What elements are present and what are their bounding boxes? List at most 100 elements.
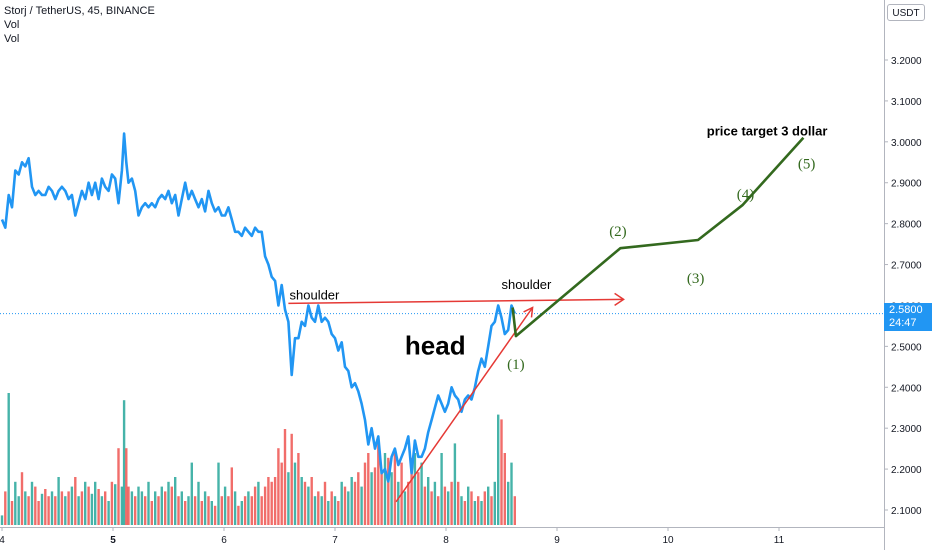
volume-bar [230, 467, 233, 525]
currency-button[interactable]: USDT [887, 4, 925, 21]
volume-bar [87, 486, 90, 525]
volume-bar [127, 486, 130, 525]
volume-bar [4, 491, 7, 525]
volume-bar [64, 496, 67, 525]
volume-bar [247, 491, 250, 525]
volume-bar [373, 467, 377, 525]
volume-bar [387, 457, 390, 525]
volume-bar [433, 481, 437, 525]
volume-bar [37, 501, 40, 525]
volume-bar [122, 400, 126, 525]
volume-bar [220, 496, 223, 525]
time-tick-label: 11 [774, 535, 785, 546]
symbol-title[interactable]: Storj / TetherUS, 45, BINANCE [4, 5, 155, 17]
volume-bar [487, 486, 490, 525]
annotation-label: shoulder [290, 287, 341, 302]
volume-bar [174, 477, 177, 525]
volume-bar [513, 496, 516, 525]
volume-bar [117, 448, 120, 525]
volume-bar [104, 491, 107, 525]
volume-bar [90, 493, 94, 525]
volume-bar [164, 491, 167, 525]
projection-path [511, 136, 805, 338]
volume-bar [467, 486, 470, 525]
volume-bar [160, 486, 163, 525]
volume-bar [70, 486, 74, 525]
volume-bar [290, 433, 293, 525]
volume-bar [213, 505, 217, 525]
volume-bar [184, 501, 187, 525]
volume-bar [110, 481, 114, 525]
volume-bar [44, 489, 47, 525]
volume-indicator-2[interactable]: Vol [4, 33, 20, 45]
volume-bar [397, 481, 400, 525]
volume-bar [327, 501, 330, 525]
price-tick-label: 2.8000 [891, 220, 922, 231]
volume-bar [277, 448, 280, 525]
volume-bar [303, 481, 307, 525]
volume-bar [310, 477, 313, 525]
volume-bar [357, 472, 360, 525]
volume-bar [453, 443, 457, 525]
volume-bar [440, 453, 443, 525]
volume-bar [200, 501, 203, 525]
volume-bar [500, 419, 503, 525]
volume-bar [297, 453, 300, 525]
volume-bar [114, 484, 117, 525]
last-price-value: 2.5800 [889, 304, 923, 316]
volume-bar [67, 491, 70, 525]
volume-bar [193, 496, 197, 525]
volume-bar [207, 496, 210, 525]
volume-bar [503, 453, 506, 525]
volume-bar [293, 462, 297, 525]
volume-bar [210, 501, 213, 525]
volume-bar [497, 414, 500, 525]
annotation-label: (4) [737, 187, 755, 203]
volume-bar [125, 448, 128, 525]
volume-bar [480, 501, 483, 525]
volume-bar [134, 496, 137, 525]
volume-bar [443, 486, 447, 525]
volume-bar [490, 496, 493, 525]
volume-bar [167, 481, 170, 525]
volume-bar [337, 501, 340, 525]
volume-bar [30, 481, 34, 525]
volume-bar [317, 491, 320, 525]
volume-bar [147, 481, 150, 525]
volume-bar [420, 462, 423, 525]
volume-bar [240, 501, 243, 525]
volume-bar [17, 496, 20, 525]
volume-bar [14, 481, 17, 525]
price-tick-label: 2.3000 [891, 424, 922, 435]
last-price-tag: 2.5800 24:47 [884, 303, 932, 331]
trend-line-arrowhead [523, 306, 534, 318]
volume-bar [50, 491, 54, 525]
volume-bar [80, 491, 84, 525]
volume-bar [280, 462, 283, 525]
annotation-label: (5) [798, 156, 816, 172]
volume-bar [343, 486, 347, 525]
price-tick-label: 3.0000 [891, 138, 922, 149]
volume-indicator-1[interactable]: Vol [4, 19, 20, 31]
annotation-label: shoulder [502, 277, 553, 292]
volume-bar [54, 496, 57, 525]
time-tick-label: 7 [332, 535, 338, 546]
volume-bar [267, 477, 270, 525]
volume-bar [157, 496, 160, 525]
volume-bar [283, 429, 287, 525]
volume-bar [307, 486, 310, 525]
volume-bar [57, 477, 60, 525]
volume-bar [353, 481, 357, 525]
time-tick-label: 6 [221, 535, 227, 546]
volume-bar [47, 496, 50, 525]
annotation-label: (2) [609, 224, 627, 240]
volume-bar [217, 462, 220, 525]
volume-bar [40, 493, 44, 525]
volume-bar [177, 496, 180, 525]
volume-bar [427, 477, 430, 525]
volume-bar [100, 496, 104, 525]
volume-bar [97, 489, 100, 525]
time-axis [0, 527, 884, 550]
